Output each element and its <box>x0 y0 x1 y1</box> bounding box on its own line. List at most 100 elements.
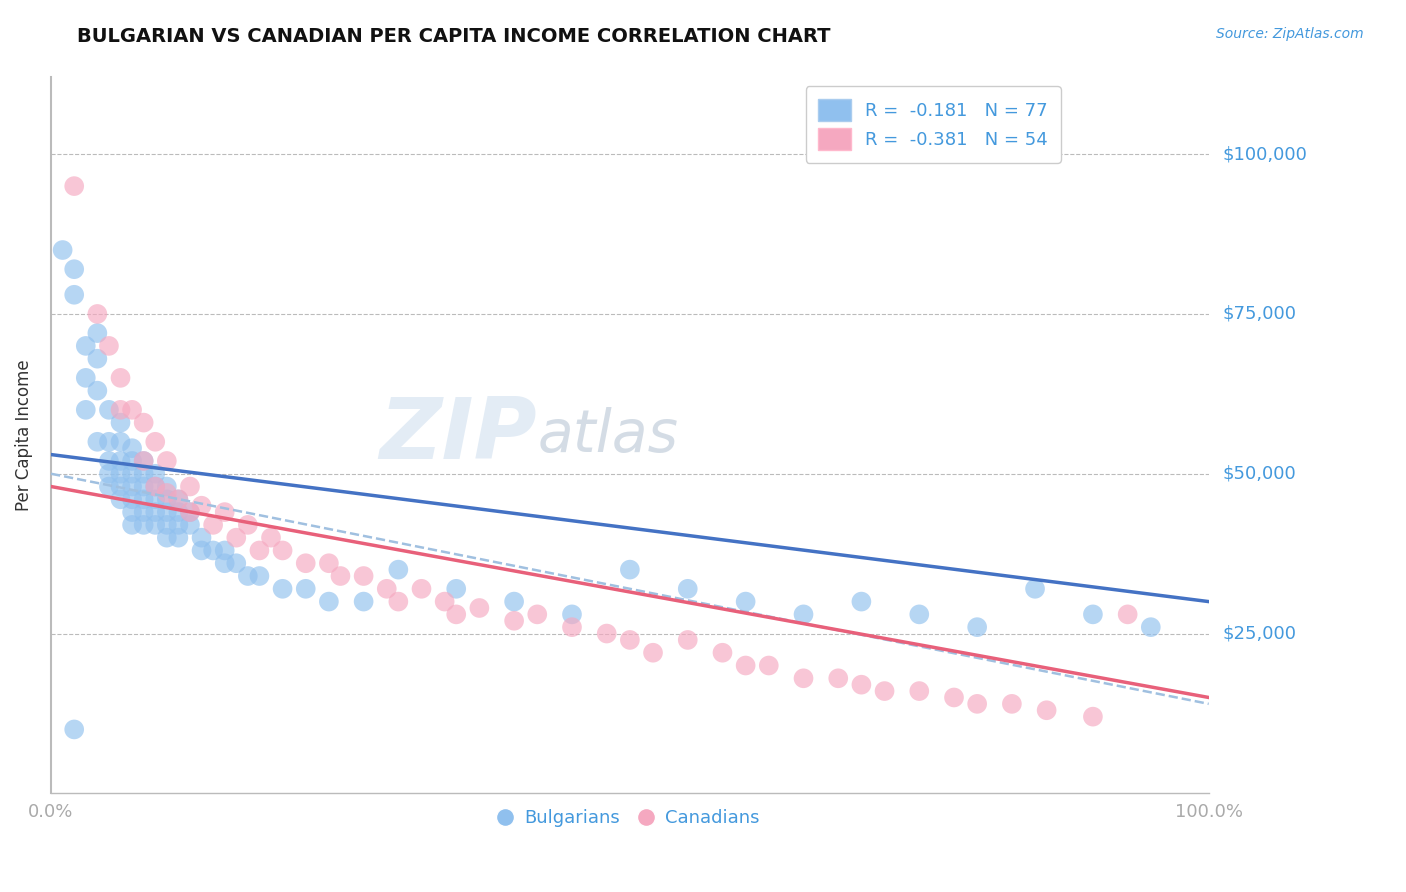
Point <box>711 646 734 660</box>
Point <box>411 582 433 596</box>
Point <box>121 441 143 455</box>
Point <box>444 607 467 622</box>
Point <box>167 531 190 545</box>
Point <box>676 582 699 596</box>
Point <box>143 479 166 493</box>
Point <box>121 479 143 493</box>
Point <box>132 492 155 507</box>
Point <box>132 454 155 468</box>
Point <box>214 505 236 519</box>
Point <box>63 179 86 194</box>
Point <box>792 671 814 685</box>
Point <box>387 563 409 577</box>
Point <box>132 416 155 430</box>
Point <box>503 614 526 628</box>
Y-axis label: Per Capita Income: Per Capita Income <box>15 359 32 511</box>
Point <box>641 646 664 660</box>
Point <box>143 479 166 493</box>
Point <box>86 326 108 340</box>
Point <box>75 371 97 385</box>
Point <box>121 467 143 481</box>
Point <box>156 454 179 468</box>
Text: $75,000: $75,000 <box>1223 305 1296 323</box>
Point <box>1081 607 1104 622</box>
Point <box>596 626 619 640</box>
Point <box>676 632 699 647</box>
Point <box>202 517 225 532</box>
Point <box>63 262 86 277</box>
Point <box>97 402 120 417</box>
Point <box>318 594 340 608</box>
Point <box>110 492 132 507</box>
Point <box>75 339 97 353</box>
Point <box>143 505 166 519</box>
Point <box>943 690 966 705</box>
Point <box>167 517 190 532</box>
Text: BULGARIAN VS CANADIAN PER CAPITA INCOME CORRELATION CHART: BULGARIAN VS CANADIAN PER CAPITA INCOME … <box>77 27 831 45</box>
Point <box>121 402 143 417</box>
Point <box>179 479 201 493</box>
Point <box>758 658 780 673</box>
Point <box>1035 703 1057 717</box>
Text: atlas: atlas <box>537 407 678 464</box>
Point <box>156 531 179 545</box>
Point <box>619 632 641 647</box>
Point <box>375 582 398 596</box>
Point <box>908 607 931 622</box>
Point <box>202 543 225 558</box>
Point <box>110 371 132 385</box>
Point <box>468 601 491 615</box>
Point <box>190 499 212 513</box>
Point <box>561 607 583 622</box>
Point <box>792 607 814 622</box>
Point <box>353 569 375 583</box>
Point <box>1024 582 1046 596</box>
Point <box>1001 697 1024 711</box>
Point <box>214 543 236 558</box>
Point <box>236 517 259 532</box>
Point <box>387 594 409 608</box>
Point <box>1081 709 1104 723</box>
Text: $25,000: $25,000 <box>1223 624 1296 642</box>
Point <box>121 454 143 468</box>
Point <box>214 556 236 570</box>
Point <box>121 517 143 532</box>
Point <box>249 569 271 583</box>
Point <box>75 402 97 417</box>
Point <box>329 569 352 583</box>
Point <box>143 467 166 481</box>
Point <box>156 479 179 493</box>
Point <box>132 454 155 468</box>
Text: ZIP: ZIP <box>380 394 537 477</box>
Point <box>908 684 931 698</box>
Point <box>1116 607 1139 622</box>
Point <box>966 697 988 711</box>
Point <box>433 594 456 608</box>
Legend: Bulgarians, Canadians: Bulgarians, Canadians <box>494 802 766 834</box>
Point <box>271 543 294 558</box>
Point <box>734 658 756 673</box>
Point <box>97 339 120 353</box>
Point <box>110 454 132 468</box>
Point <box>52 243 75 257</box>
Point <box>851 678 873 692</box>
Point <box>97 467 120 481</box>
Point <box>827 671 849 685</box>
Point <box>143 492 166 507</box>
Point <box>236 569 259 583</box>
Point <box>132 517 155 532</box>
Text: $100,000: $100,000 <box>1223 145 1308 163</box>
Point <box>132 505 155 519</box>
Point <box>294 556 316 570</box>
Point <box>225 531 247 545</box>
Point <box>156 517 179 532</box>
Point <box>143 517 166 532</box>
Point <box>167 505 190 519</box>
Point <box>167 492 190 507</box>
Point <box>156 505 179 519</box>
Point <box>63 287 86 301</box>
Point <box>110 434 132 449</box>
Point <box>873 684 896 698</box>
Point <box>86 307 108 321</box>
Point <box>132 467 155 481</box>
